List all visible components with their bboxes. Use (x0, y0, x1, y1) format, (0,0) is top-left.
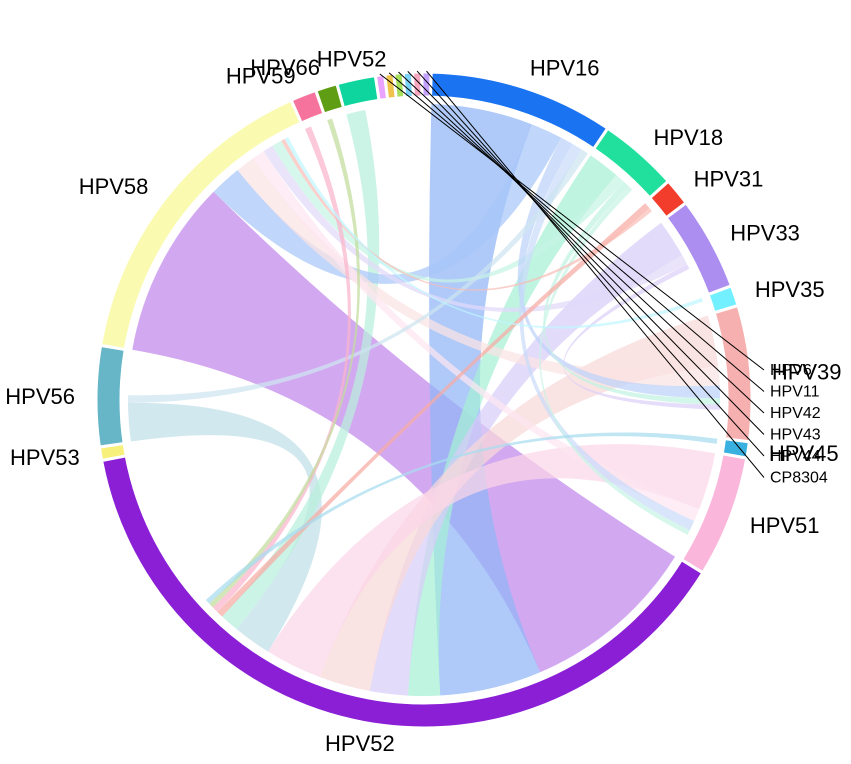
segment-label-hpv39-15: HPV39 (772, 359, 842, 384)
segment-label-hpv6-4: HPV6 (770, 362, 812, 379)
chord-ribbon-hpv52-hpv58-0 (132, 191, 676, 673)
segment-label-hpv11-5: HPV11 (770, 384, 820, 401)
segment-arc-hpv33-13 (666, 203, 731, 294)
segment-arc-hpv52-18 (102, 456, 703, 728)
leader-line-hpv11-5 (388, 72, 765, 392)
segment-arc-hpv42-6 (394, 73, 405, 98)
segment-label-hpv56-20: HPV56 (5, 384, 75, 409)
segment-label-hpv31-12: HPV31 (694, 166, 764, 191)
leader-line-hpv42-6 (398, 71, 765, 414)
chord-ribbon-hpv52-hpv56-6 (128, 402, 322, 652)
segment-label-hpv59-1: HPV59 (226, 63, 296, 88)
segment-arc-hpv35-14 (708, 286, 738, 313)
leader-line-hpv43-7 (407, 71, 765, 435)
segment-label-cp8304-9: CP8304 (770, 470, 828, 487)
chord-ribbon-hpv52-hpv18-2 (407, 155, 617, 696)
segment-arc-hpv52-3 (337, 76, 379, 108)
leader-line-hpv44-8 (416, 70, 765, 457)
chord-ribbon-hpv66-hpv52-21 (209, 118, 360, 608)
chord-ribbon-hpv16-hpv56-15 (128, 149, 588, 403)
chord-ribbon-hpv52-hpv52-7 (222, 109, 380, 630)
segment-arc-hpv51-17 (682, 454, 747, 573)
chord-ribbon-hpv33-hpv39-22 (563, 264, 720, 410)
chord-labels: HPV58HPV59HPV66HPV52HPV6HPV11HPV42HPV43H… (5, 47, 841, 756)
segment-label-hpv43-7: HPV43 (770, 427, 821, 444)
chord-arcs (96, 72, 752, 728)
chord-ribbon-hpv58-hpv16-8 (213, 124, 562, 284)
segment-label-hpv16-10: HPV16 (530, 55, 600, 80)
chord-ribbon-hpv52-hpv51-5 (268, 444, 716, 678)
segment-arc-hpv16-10 (431, 72, 607, 149)
segment-arc-hpv18-11 (594, 128, 668, 198)
segment-label-hpv18-11: HPV18 (653, 125, 723, 150)
segment-arc-hpv6-4 (376, 74, 388, 100)
segment-label-hpv42-6: HPV42 (770, 405, 821, 422)
segment-arc-hpv39-15 (714, 306, 752, 442)
segment-label-hpv44-8: HPV44 (770, 448, 821, 465)
segment-label-hpv58-0: HPV58 (79, 174, 149, 199)
segment-label-hpv45-16: HPV45 (769, 441, 839, 466)
segment-arc-hpv56-20 (96, 345, 125, 447)
segment-label-hpv51-17: HPV51 (750, 513, 820, 538)
segment-label-hpv35-14: HPV35 (755, 277, 825, 302)
segment-label-hpv33-13: HPV33 (730, 221, 800, 246)
segment-arc-hpv44-8 (413, 72, 422, 97)
segment-arc-hpv59-1 (291, 91, 324, 123)
segment-label-hpv53-19: HPV53 (10, 445, 80, 470)
leader-line-hpv6-4 (379, 73, 765, 371)
chord-ribbon-hpv52-hpv39-4 (320, 315, 719, 691)
leader-line-cp8304-9 (426, 70, 765, 478)
segment-arc-hpv53-19 (99, 444, 126, 460)
chord-ribbons (128, 104, 720, 696)
segment-arc-hpv66-2 (316, 84, 343, 114)
segment-arc-hpv43-7 (403, 72, 413, 98)
chord-ribbon-hpv58-hpv18-12 (272, 140, 624, 283)
segment-arc-hpv11-5 (385, 73, 396, 99)
segment-label-hpv52-3: HPV52 (317, 47, 387, 72)
segment-arc-hpv31-12 (650, 181, 686, 218)
segment-arc-hpv45-16 (722, 439, 749, 458)
segment-label-hpv52-18: HPV52 (325, 731, 395, 756)
segment-arc-hpv58-0 (101, 100, 301, 349)
segment-label-hpv66-2: HPV66 (250, 55, 320, 80)
chord-ribbon-hpv52-hpv33-3 (369, 222, 683, 696)
